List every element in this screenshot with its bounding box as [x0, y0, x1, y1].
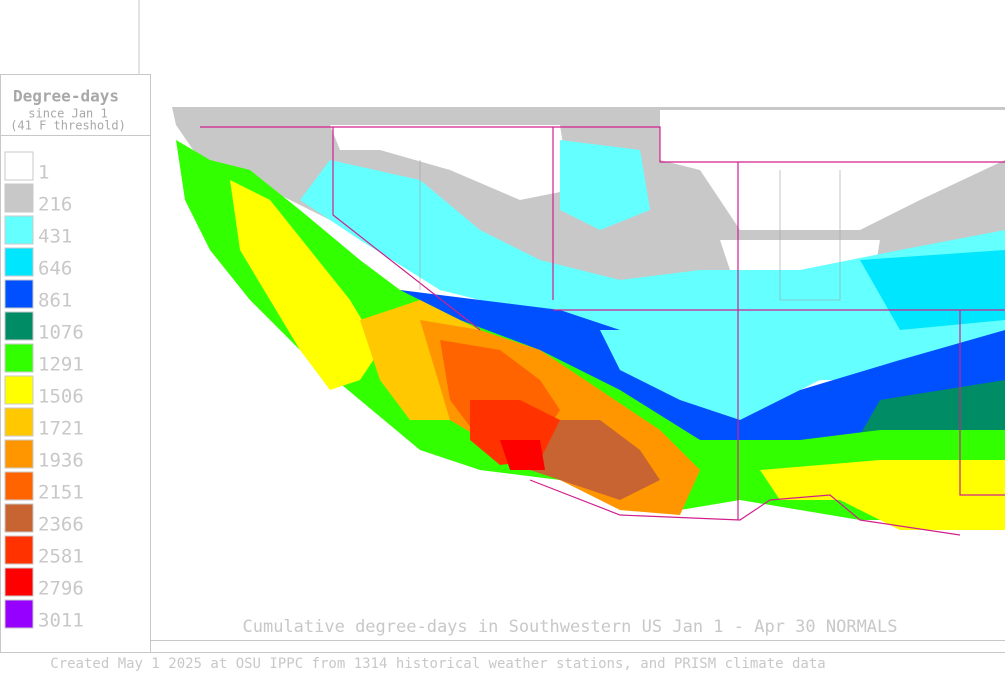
map-region	[330, 125, 570, 200]
legend-label: 1506	[38, 386, 84, 408]
map-region	[300, 160, 1005, 380]
legend-label: 646	[38, 258, 72, 280]
legend-swatch	[4, 151, 34, 181]
legend-swatch	[4, 311, 34, 341]
legend-swatch	[4, 407, 34, 437]
map-region	[530, 420, 660, 500]
map-region	[560, 140, 650, 230]
legend-label: 431	[38, 226, 72, 248]
legend-swatch	[4, 215, 34, 245]
state-border	[200, 126, 1005, 163]
map-region	[760, 460, 1005, 530]
legend-label: 1936	[38, 450, 84, 472]
legend-label: 1076	[38, 322, 84, 344]
map-region	[400, 290, 1005, 450]
state-border	[332, 127, 481, 331]
county-lines	[779, 170, 841, 301]
legend-label: 3011	[38, 610, 84, 632]
legend-swatch	[4, 183, 34, 213]
legend-swatch	[4, 439, 34, 469]
legend-label: 1721	[38, 418, 84, 440]
legend-label: 2581	[38, 546, 84, 568]
legend-label: 1	[38, 162, 49, 184]
legend-title: Degree-days	[13, 87, 119, 106]
legend-swatch	[4, 535, 34, 565]
legend-swatch	[4, 471, 34, 501]
legend-note: (41 F threshold)	[10, 119, 126, 133]
footer: Created May 1 2025 at OSU IPPC from 1314…	[50, 656, 825, 672]
legend-label: 216	[38, 194, 72, 216]
legend-label: 861	[38, 290, 72, 312]
legend-swatch	[4, 503, 34, 533]
legend-swatch	[4, 599, 34, 629]
map-region	[660, 110, 1005, 230]
legend-swatch	[4, 567, 34, 597]
map-region	[600, 330, 820, 420]
map-region	[500, 440, 545, 470]
state-border	[959, 310, 1005, 496]
legend-swatch	[4, 375, 34, 405]
legend-swatch	[4, 247, 34, 277]
legend-swatch	[4, 279, 34, 309]
map-caption: Cumulative degree-days in Southwestern U…	[242, 617, 897, 637]
legend-label: 2366	[38, 514, 84, 536]
legend-swatch	[4, 343, 34, 373]
legend-label: 1291	[38, 354, 84, 376]
legend: 1 216 431 646 861 1076 1291 1506 1721 1936 2151 236…	[4, 151, 84, 632]
map	[172, 107, 1005, 536]
legend-label: 2151	[38, 482, 84, 504]
legend-subtitle: since Jan 1	[28, 107, 107, 121]
state-border	[529, 479, 961, 536]
map-region	[230, 180, 380, 390]
legend-label: 2796	[38, 578, 84, 600]
